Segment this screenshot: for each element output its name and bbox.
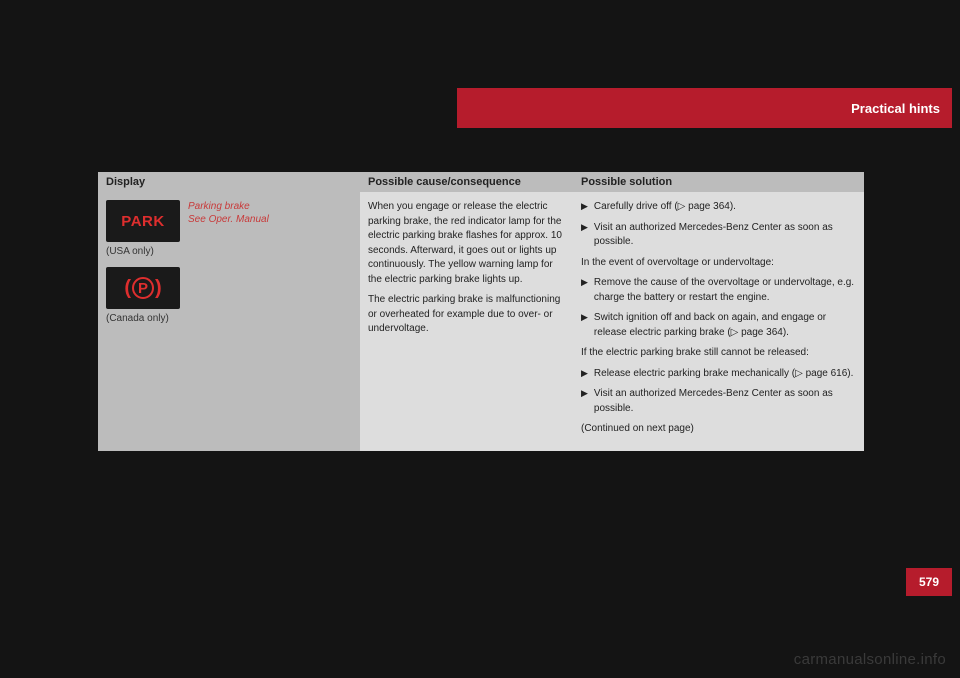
troubleshoot-table: Display Possible cause/consequence Possi… [98, 172, 864, 451]
solution-text-3: Remove the cause of the overvoltage or u… [594, 276, 856, 305]
p-indicator-icon: ( P ) [106, 267, 180, 309]
canada-label: (Canada only) [106, 313, 352, 324]
cell-solution: ▶ Carefully drive off (▷ page 364). ▶ Vi… [573, 192, 864, 451]
triangle-icon: ▶ [581, 311, 588, 340]
park-indicator-icon: PARK [106, 200, 180, 242]
park-indicator-label: PARK [121, 213, 164, 230]
continued-note: (Continued on next page) [581, 422, 856, 437]
solution-text-2: Visit an authorized Mercedes-Benz Center… [594, 221, 856, 250]
table-body-row: PARK Parking brake See Oper. Manual (USA… [98, 192, 864, 451]
solution-bullet-4: ▶ Switch ignition off and back on again,… [581, 311, 856, 340]
solution-text-cond2: If the electric parking brake still cann… [581, 346, 856, 361]
paren-right-icon: ) [155, 277, 162, 300]
watermark-text: carmanualsonline.info [794, 651, 946, 668]
solution-text-1: Carefully drive off (▷ page 364). [594, 200, 856, 215]
usa-label: (USA only) [106, 246, 352, 257]
cause-para-1: When you engage or release the electric … [368, 200, 565, 287]
page-number-box: 579 [906, 568, 952, 596]
cell-cause: When you engage or release the electric … [360, 192, 573, 451]
p-letter: P [138, 280, 148, 297]
page-number: 579 [919, 575, 939, 589]
solution-text-4: Switch ignition off and back on again, a… [594, 311, 856, 340]
solution-bullet-2: ▶ Visit an authorized Mercedes-Benz Cent… [581, 221, 856, 250]
table-header-row: Display Possible cause/consequence Possi… [98, 172, 864, 192]
solution-text-5: Release electric parking brake mechanica… [594, 367, 856, 382]
cell-display: PARK Parking brake See Oper. Manual (USA… [98, 192, 360, 451]
solution-bullet-6: ▶ Visit an authorized Mercedes-Benz Cent… [581, 387, 856, 416]
p-circle-icon: P [132, 277, 154, 299]
solution-bullet-3: ▶ Remove the cause of the overvoltage or… [581, 276, 856, 305]
triangle-icon: ▶ [581, 200, 588, 215]
triangle-icon: ▶ [581, 221, 588, 250]
solution-bullet-5: ▶ Release electric parking brake mechani… [581, 367, 856, 382]
triangle-icon: ▶ [581, 387, 588, 416]
triangle-icon: ▶ [581, 276, 588, 305]
header-bar: Practical hints [457, 88, 952, 128]
warning-line-2: See Oper. Manual [188, 213, 269, 226]
col-header-cause: Possible cause/consequence [360, 172, 573, 192]
paren-left-icon: ( [124, 277, 131, 300]
solution-text-6: Visit an authorized Mercedes-Benz Center… [594, 387, 856, 416]
warning-message: Parking brake See Oper. Manual [188, 200, 269, 226]
triangle-icon: ▶ [581, 367, 588, 382]
solution-bullet-1: ▶ Carefully drive off (▷ page 364). [581, 200, 856, 215]
cause-para-2: The electric parking brake is malfunctio… [368, 293, 565, 337]
solution-text-cond1: In the event of overvoltage or undervolt… [581, 256, 856, 271]
col-header-solution: Possible solution [573, 172, 864, 192]
header-title: Practical hints [851, 101, 940, 116]
col-header-display: Display [98, 172, 360, 192]
warning-line-1: Parking brake [188, 200, 269, 213]
